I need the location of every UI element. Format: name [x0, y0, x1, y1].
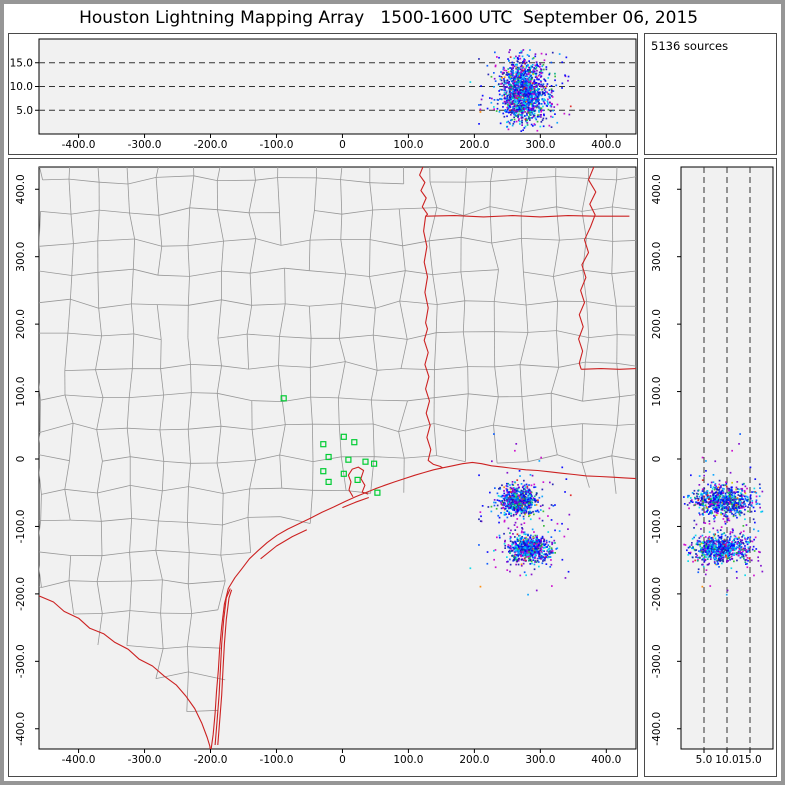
x-tick-label: -400.0 [62, 754, 96, 766]
x-axis: -400.0 -300.0 -200.0 -100.0 0 100.0 200.0 300.0… [62, 134, 621, 151]
station-marker [320, 468, 327, 475]
gulf-coastline [210, 461, 636, 749]
y-tick-label: 15.0 [10, 57, 33, 69]
y-tick-label: 400.0 [651, 174, 663, 204]
y-axis: 400.0 300.0 200.0 100.0 0 -100.0 -200.0 -300.0 -… [15, 174, 39, 746]
station-marker [280, 395, 287, 402]
y-tick-label: 200.0 [651, 309, 663, 339]
y-tick-label: -300.0 [651, 644, 663, 678]
altitude-vs-northsouth-chart: 400.0 300.0 200.0 100.0 0 -100.0 -200.0 -300.0 -… [651, 166, 774, 766]
x-tick-label: -200.0 [194, 139, 228, 151]
x-tick-label: -400.0 [62, 139, 96, 151]
station-marker [362, 458, 369, 465]
x-tick-label: -100.0 [260, 754, 294, 766]
galveston-bay-outline [347, 466, 369, 498]
galveston-island [342, 496, 369, 509]
arkansas-louisiana-border [425, 215, 630, 218]
y-tick-label: 5.0 [16, 105, 33, 117]
altitude-vs-eastwest-chart: 15.0 10.0 5.0 -400.0 -300.0 -200.0 -100.0 0 100.… [10, 38, 637, 151]
x-tick-label: 300.0 [525, 139, 555, 151]
y-tick-label: 100.0 [15, 377, 27, 407]
y-tick-label: -100.0 [651, 510, 663, 544]
rio-grande-border [39, 595, 211, 749]
lightning-points [469, 49, 572, 132]
padre-island-a [214, 588, 231, 746]
station-marker [320, 441, 327, 448]
station-marker [340, 470, 347, 477]
x-axis: 5.0 10.0 15.0 [696, 749, 762, 766]
page-title: Houston Lightning Mapping Array 1500-160… [79, 8, 699, 28]
x-tick-label: 200.0 [459, 754, 489, 766]
y-tick-label: -200.0 [15, 577, 27, 611]
station-marker [374, 489, 381, 496]
y-axis: 15.0 10.0 5.0 [10, 57, 39, 117]
source-count-panel: 5136 sources [644, 33, 777, 155]
county-boundaries [39, 167, 636, 712]
plan-view-map-panel: -400.0 -300.0 -200.0 -100.0 0 100.0 200.0 300.0… [8, 158, 638, 777]
altitude-gridlines [703, 167, 751, 749]
y-axis: 400.0 300.0 200.0 100.0 0 -100.0 -200.0 -300.0 -… [651, 174, 681, 746]
plan-view-map-chart: -400.0 -300.0 -200.0 -100.0 0 100.0 200.0 300.0… [15, 166, 637, 766]
x-tick-label: 0 [339, 754, 346, 766]
source-count-label: 5136 sources [651, 39, 729, 53]
station-marker [345, 456, 352, 463]
y-tick-label: 100.0 [651, 377, 663, 407]
x-tick-label: -100.0 [260, 139, 294, 151]
matagorda-island [260, 529, 308, 560]
station-marker [340, 433, 347, 440]
plan-view-plot-area [38, 166, 637, 750]
x-tick-label: 5.0 [696, 754, 713, 766]
mississippi-river-border [578, 167, 597, 370]
y-tick-label: 200.0 [15, 309, 27, 339]
y-tick-label: 400.0 [15, 174, 27, 204]
x-tick-label: -300.0 [128, 754, 162, 766]
x-tick-label: 200.0 [459, 139, 489, 151]
x-tick-label: 400.0 [591, 139, 621, 151]
y-tick-label: -200.0 [651, 577, 663, 611]
x-tick-label: 100.0 [393, 754, 423, 766]
altitude-vs-eastwest-panel: 15.0 10.0 5.0 -400.0 -300.0 -200.0 -100.0 0 100.… [8, 33, 638, 155]
louisiana-mississippi-31n-border [581, 368, 636, 370]
y-tick-label: -400.0 [651, 712, 663, 746]
padre-island-b [217, 589, 233, 746]
x-tick-label: 0 [339, 139, 346, 151]
station-marker [351, 439, 358, 446]
x-axis: -400.0 -300.0 -200.0 -100.0 0 100.0 200.0 300.0… [62, 749, 621, 766]
station-marker [371, 460, 378, 467]
red-river-border [419, 167, 429, 217]
station-marker [325, 478, 332, 485]
x-tick-label: 300.0 [525, 754, 555, 766]
y-tick-label: -300.0 [15, 644, 27, 678]
x-tick-label: -200.0 [194, 754, 228, 766]
y-tick-label: 0 [15, 456, 27, 463]
lightning-points [683, 433, 764, 596]
y-tick-label: 300.0 [651, 242, 663, 272]
station-marker [325, 453, 332, 461]
altitude-vs-northsouth-panel: 400.0 300.0 200.0 100.0 0 -100.0 -200.0 -300.0 -… [644, 158, 777, 777]
x-tick-label: -300.0 [128, 139, 162, 151]
texas-louisiana-border [423, 216, 443, 469]
x-tick-label: 100.0 [393, 139, 423, 151]
y-tick-label: -400.0 [15, 712, 27, 746]
x-tick-label: 10.0 [715, 754, 738, 766]
y-tick-label: 300.0 [15, 242, 27, 272]
lma-stations [280, 395, 381, 496]
x-tick-label: 400.0 [591, 754, 621, 766]
state-borders-and-coastline [39, 167, 636, 749]
y-tick-label: -100.0 [15, 510, 27, 544]
y-tick-label: 10.0 [10, 81, 33, 93]
x-tick-label: 15.0 [738, 754, 761, 766]
lightning-points [469, 433, 572, 596]
y-tick-label: 0 [651, 456, 663, 463]
station-marker [354, 476, 361, 483]
